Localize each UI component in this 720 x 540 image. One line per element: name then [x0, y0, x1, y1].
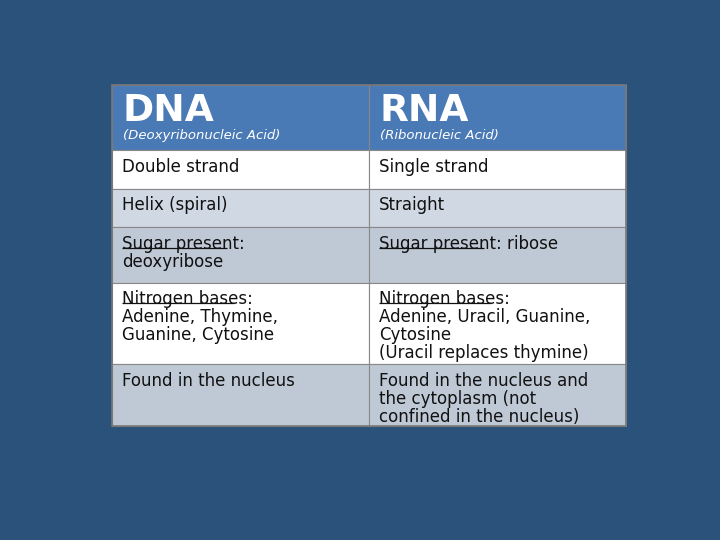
Bar — [112, 364, 369, 426]
Text: Adenine, Thymine,: Adenine, Thymine, — [122, 308, 278, 326]
Bar — [112, 283, 369, 365]
Text: Helix (spiral): Helix (spiral) — [122, 197, 228, 214]
Text: Cytosine: Cytosine — [379, 326, 451, 345]
Bar — [369, 189, 626, 227]
Bar — [369, 150, 626, 189]
Text: Straight: Straight — [379, 197, 445, 214]
Text: Sugar present:: Sugar present: — [122, 235, 245, 253]
Bar — [112, 85, 369, 150]
Text: Nitrogen bases:: Nitrogen bases: — [122, 291, 253, 308]
Text: Double strand: Double strand — [122, 158, 239, 176]
Text: (Ribonucleic Acid): (Ribonucleic Acid) — [380, 130, 499, 143]
Bar — [112, 150, 369, 189]
Text: Nitrogen bases:: Nitrogen bases: — [379, 291, 510, 308]
Text: Found in the nucleus: Found in the nucleus — [122, 372, 294, 390]
Text: DNA: DNA — [122, 92, 215, 129]
Text: Found in the nucleus and: Found in the nucleus and — [379, 372, 588, 390]
Text: (Uracil replaces thymine): (Uracil replaces thymine) — [379, 345, 589, 362]
Text: Single strand: Single strand — [379, 158, 489, 176]
Bar — [369, 283, 626, 365]
Text: (Deoxyribonucleic Acid): (Deoxyribonucleic Acid) — [122, 130, 280, 143]
Bar — [112, 85, 626, 426]
Text: Sugar present: ribose: Sugar present: ribose — [379, 235, 558, 253]
Text: RNA: RNA — [380, 92, 469, 129]
Bar — [112, 189, 369, 227]
Bar — [369, 85, 626, 150]
Text: the cytoplasm (not: the cytoplasm (not — [379, 390, 536, 408]
Bar — [112, 227, 369, 283]
Text: Adenine, Uracil, Guanine,: Adenine, Uracil, Guanine, — [379, 308, 590, 326]
Bar — [369, 364, 626, 426]
Text: confined in the nucleus): confined in the nucleus) — [379, 408, 580, 426]
Text: deoxyribose: deoxyribose — [122, 253, 223, 271]
Text: Guanine, Cytosine: Guanine, Cytosine — [122, 326, 274, 345]
Bar — [369, 227, 626, 283]
